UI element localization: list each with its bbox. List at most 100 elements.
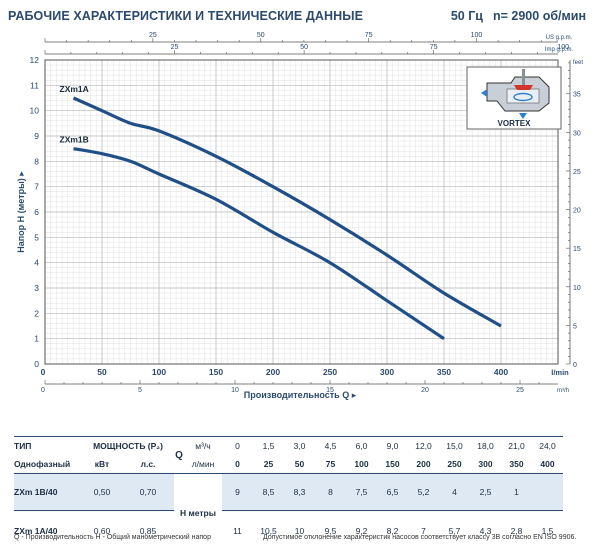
top-axis-tick-label: 25: [171, 44, 179, 51]
footer-tolerance-note: Допустимое отклонение характеристик насо…: [263, 534, 577, 541]
q-m3h-cell: 6,0: [346, 436, 377, 455]
q-lmin-cell: 400: [540, 459, 555, 469]
q-m3h-cell: 0: [222, 436, 253, 455]
page-title: РАБОЧИЕ ХАРАКТЕРИСТИКИ И ТЕХНИЧЕСКИЕ ДАН…: [8, 9, 364, 23]
y-tick-label: 0: [34, 359, 39, 369]
x-axis-title: Производительность Q ▸: [244, 390, 357, 400]
x-tick-label: 350: [437, 367, 451, 377]
y-tick-label: 4: [34, 258, 39, 268]
h-cell: 8,3: [284, 473, 315, 511]
impeller-icon: [514, 85, 533, 90]
h-cell: 11: [222, 510, 253, 551]
feet-unit-label: feet: [573, 60, 583, 66]
q-m3h-cell: 1,5: [253, 436, 284, 455]
y-tick-label: 12: [30, 55, 40, 65]
h-cell: 9: [222, 473, 253, 511]
y-tick-label: 6: [34, 207, 39, 217]
table-header-row-2: Однофазный кВт л.с. л/мин 0 25 50 75 100…: [14, 455, 563, 474]
frequency-label: 50 Гц: [450, 9, 483, 23]
h-cell: 5,7: [439, 510, 470, 551]
feet-tick-label: 0: [573, 362, 577, 369]
h-cell: 9,2: [346, 510, 377, 551]
row-hp: 0,70: [122, 473, 174, 511]
table-header-row-1: ТИП МОЩНОСТЬ (P₂) Q м³/ч 0 1,5 3,0 4,5 6…: [14, 436, 563, 474]
m3h-tick-label: 0: [41, 387, 45, 394]
q-m3h-cell: 12,0: [408, 436, 439, 455]
m3h-unit-label: m³/h: [557, 388, 569, 394]
x-tick-label: 100: [152, 367, 166, 377]
type-header: ТИП: [14, 436, 82, 455]
m3h-tick-label: 20: [421, 387, 429, 394]
performance-table: ТИП МОЩНОСТЬ (P₂) Q м³/ч 0 1,5 3,0 4,5 6…: [14, 436, 563, 551]
top-axis-unit: US g.p.m.: [546, 35, 573, 41]
h-cell: 5,2: [408, 473, 439, 511]
q-lmin-cell: 100: [354, 459, 369, 469]
x-tick-label: 250: [323, 367, 337, 377]
plot-frame: [44, 59, 559, 365]
table-row: ZXm 1B/40 0,50 0,70 H метры 9 8,5 8,3 8 …: [14, 473, 563, 551]
feet-tick-label: 35: [573, 92, 581, 99]
speed-label: n= 2900 об/мин: [493, 9, 586, 23]
outlet-arrow-icon: [481, 89, 487, 97]
footer-legend: Q - Производительность H - Общий маномет…: [14, 534, 211, 541]
h-cell: 1: [501, 473, 532, 511]
pump-shaft-icon: [522, 69, 525, 89]
vortex-flow-icon: [513, 92, 533, 102]
h-cell: 2,5: [470, 473, 501, 511]
h-cell: 8,2: [377, 510, 408, 551]
q-lmin-cell: 150: [385, 459, 400, 469]
top-axis-tick-label: 75: [365, 32, 373, 39]
h-cell: 1,5: [532, 510, 563, 551]
top-axis-unit: Imp g.p.m.: [545, 47, 574, 53]
q-m3h-cell: 18,0: [470, 436, 501, 455]
feet-tick-label: 30: [573, 130, 581, 137]
row-type: ZXm 1B/40: [14, 473, 82, 511]
y-tick-label: 1: [34, 334, 39, 344]
y-tick-label: 9: [34, 131, 39, 141]
h-cell: 2,8: [501, 510, 532, 551]
y-tick-label: 8: [34, 156, 39, 166]
h-cell: 6,5: [377, 473, 408, 511]
h-label: H метры: [174, 473, 222, 551]
m3h-tick-label: 5: [138, 387, 142, 394]
q-unit-m3h: м³/ч: [184, 436, 222, 455]
q-lmin-cell: 0: [235, 459, 240, 469]
q-m3h-cell: 3,0: [284, 436, 315, 455]
q-lmin-cell: 75: [325, 459, 336, 469]
m3h-tick-label: 15: [326, 387, 334, 394]
q-lmin-cell: 50: [294, 459, 305, 469]
y-tick-label: 7: [34, 182, 39, 192]
q-m3h-cell: 9,0: [377, 436, 408, 455]
q-m3h-cell: 24,0: [532, 436, 563, 455]
m3h-tick-label: 10: [231, 387, 239, 394]
q-lmin-cell: 200: [416, 459, 431, 469]
series-line-zxm1a: [72, 96, 502, 328]
table-row: ZXm 1A/40 0,60 0,85 11 10,5 10 9,5 9,2 8…: [14, 510, 563, 551]
q-lmin-cell: 350: [509, 459, 524, 469]
x-unit-label: l/min: [551, 368, 569, 377]
y-tick-label: 5: [34, 232, 39, 242]
h-cell: [532, 473, 563, 511]
single-phase-label: Однофазный: [14, 459, 71, 469]
row-type: ZXm 1A/40: [14, 510, 82, 551]
vortex-label: VORTEX: [498, 119, 532, 128]
top-axis-tick-label: 25: [149, 32, 157, 39]
y-tick-label: 10: [30, 106, 40, 116]
hp-label: л.с.: [140, 459, 156, 469]
q-m3h-cell: 15,0: [439, 436, 470, 455]
top-axis-tick-label: 75: [430, 44, 438, 51]
y-tick-label: 2: [34, 308, 39, 318]
h-cell: 8: [315, 473, 346, 511]
x-tick-label: 300: [380, 367, 394, 377]
feet-tick-label: 20: [573, 208, 581, 215]
h-cell: 4,3: [470, 510, 501, 551]
x-tick-label: 150: [209, 367, 223, 377]
y-tick-label: 3: [34, 283, 39, 293]
q-lmin-cell: 250: [447, 459, 462, 469]
y-axis-title: Напор H (метры) ▸: [16, 171, 26, 253]
m3h-tick-label: 25: [516, 387, 524, 394]
x-tick-label: 50: [97, 367, 107, 377]
feet-tick-label: 5: [573, 323, 577, 330]
x-tick-label: 400: [494, 367, 508, 377]
